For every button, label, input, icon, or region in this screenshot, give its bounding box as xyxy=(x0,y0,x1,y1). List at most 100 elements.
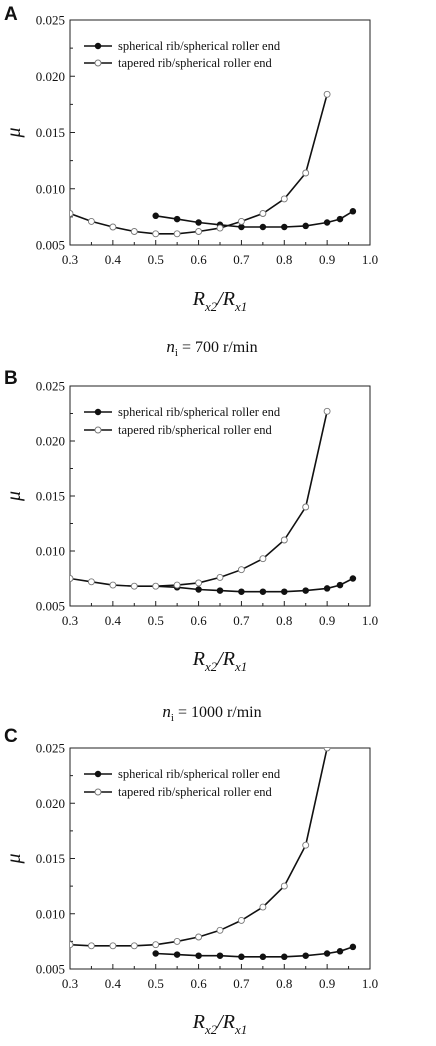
panel-c-tapered-rib-point xyxy=(70,941,74,949)
panel-b-x-tick-label: 0.7 xyxy=(233,613,250,628)
panel-c-x-axis-label-part-1: x2 xyxy=(204,1022,218,1037)
panel-c-y-axis-label: μ xyxy=(3,853,25,864)
panel-b-x-tick-label: 0.9 xyxy=(319,613,335,628)
panel-b-y-tick-label: 0.010 xyxy=(36,544,65,559)
panel-b-tapered-rib-point xyxy=(323,407,331,415)
panel-b-tapered-rib-point xyxy=(152,582,160,590)
panel-a-caption-sub: i xyxy=(175,347,178,359)
panel-a-spherical-rib-point xyxy=(259,223,267,231)
panel-c-tapered-rib-point xyxy=(216,926,224,934)
panel-b-x-axis-label-part-2: / xyxy=(216,648,225,670)
panel-a-spherical-rib-legend-marker xyxy=(94,42,102,50)
panel-c-tapered-rib-point xyxy=(302,841,310,849)
panel-a-tapered-rib-point xyxy=(152,230,160,238)
panel-c-tapered-rib-legend-marker xyxy=(94,788,102,796)
panel-b-tapered-rib-legend-marker xyxy=(94,426,102,434)
panel-c-x-tick-label: 0.9 xyxy=(319,976,335,991)
panel-a-tapered-rib-point xyxy=(259,210,267,217)
panel-c-axes-frame xyxy=(69,747,371,970)
panel-c-tapered-rib-point xyxy=(323,748,331,752)
panel-c-spherical-rib-point xyxy=(238,953,245,961)
panel-a-spherical-rib-point xyxy=(302,222,309,230)
panel-b-x-tick-label: 0.4 xyxy=(105,613,122,628)
panel-a-y-tick-label: 0.025 xyxy=(36,13,65,28)
panel-a-x-axis-label-part-2: / xyxy=(216,288,225,310)
panel-a-spherical-rib-point xyxy=(336,215,344,223)
panel-c-x-tick-label: 0.3 xyxy=(62,976,78,991)
panel-c-spherical-rib-point xyxy=(336,948,344,955)
panel-b-spherical-rib-point xyxy=(281,588,288,595)
panel-a-tapered-rib-point xyxy=(323,90,331,98)
panel-b-x-tick-label: 0.5 xyxy=(148,613,164,628)
panel-a-spherical-rib-point xyxy=(173,215,181,223)
panel-a-x-axis-label-part-3: R xyxy=(222,288,235,310)
panel-b-x-axis-label-part-4: x1 xyxy=(234,659,247,674)
panel-b-panel-letter: B xyxy=(4,368,18,389)
panel-a-x-axis-label: Rx2/Rx1 xyxy=(192,288,248,314)
panel-a-x-tick-label: 0.4 xyxy=(105,252,122,267)
panel-b-x-axis-label-part-3: R xyxy=(222,648,235,670)
panel-b-tapered-rib-point xyxy=(109,581,117,589)
panel-c-spherical-rib-point xyxy=(302,952,309,959)
panel-b-caption-sub: i xyxy=(171,712,174,724)
panel-a-spherical-rib-line xyxy=(155,210,354,228)
panel-a-spherical-rib-point xyxy=(152,212,159,220)
panel-b-y-tick-label: 0.020 xyxy=(36,434,65,449)
panel-b-tapered-rib-point xyxy=(216,573,224,581)
panel-c-y-tick-label: 0.015 xyxy=(36,851,65,866)
panel-a-y-axis-label: μ xyxy=(3,127,25,138)
panel-b-tapered-rib-point xyxy=(302,503,310,511)
panel-b-spherical-rib-point xyxy=(323,585,331,592)
panel-a-x-axis-label-part-0: R xyxy=(192,288,205,310)
panel-b-spherical-rib-line xyxy=(155,577,354,593)
panel-a-chart: A 0.3 0.4 0.5 0.6 0.7 0.8 0.9 1.0 0.005 0.010 0.015… xyxy=(3,4,378,359)
panel-b-spherical-rib-point xyxy=(259,588,267,595)
panel-c-tapered-rib-point xyxy=(280,882,288,890)
panel-a-tapered-rib-point xyxy=(70,210,74,217)
panel-a-caption-text: = 700 r/min xyxy=(178,339,258,356)
panel-a-caption-symbol: n xyxy=(166,337,175,356)
panel-b-x-axis-label: Rx2/Rx1 xyxy=(192,648,248,674)
panel-a-spherical-rib-point xyxy=(349,208,357,215)
panel-b-y-tick-label: 0.025 xyxy=(36,379,65,394)
panel-b-spherical-rib-point xyxy=(216,587,224,594)
panel-a-x-tick-label: 0.7 xyxy=(233,252,250,267)
panel-a-tapered-rib-point xyxy=(87,217,95,225)
panel-a-x-tick-label: 0.5 xyxy=(148,252,164,267)
panel-b-tapered-rib-point xyxy=(237,566,245,574)
panel-a-x-axis-label-part-1: x2 xyxy=(204,299,218,314)
panel-a-tapered-rib-point xyxy=(109,223,117,231)
panel-c-x-tick-label: 0.5 xyxy=(148,976,164,991)
panel-b-caption-text: = 1000 r/min xyxy=(174,704,262,721)
panel-a-x-tick-label: 0.9 xyxy=(319,252,335,267)
panel-b-chart: B 0.3 0.4 0.5 0.6 0.7 0.8 0.9 1.0 0.005 0.010 0.015… xyxy=(3,368,378,724)
panel-b-x-tick-label: 0.3 xyxy=(62,613,78,628)
panel-b-x-tick-label: 0.8 xyxy=(276,613,292,628)
panel-c-spherical-rib-legend-label: spherical rib/spherical roller end xyxy=(118,767,281,781)
panel-c-spherical-rib-point xyxy=(281,953,288,961)
panel-b-spherical-rib-legend-marker xyxy=(94,408,102,416)
panel-a-x-axis-label-part-4: x1 xyxy=(234,299,247,314)
panel-a-tapered-rib-line xyxy=(70,94,328,235)
panel-c-panel-letter: C xyxy=(4,726,18,747)
panel-c-tapered-rib-point xyxy=(130,942,138,950)
panel-c-spherical-rib-line xyxy=(155,946,354,958)
panel-c-x-tick-label: 1.0 xyxy=(362,976,378,991)
panel-a-spherical-rib-point xyxy=(195,219,202,226)
panel-c-x-tick-label: 0.6 xyxy=(190,976,207,991)
panel-c-spherical-rib-point xyxy=(195,952,202,959)
panel-c-tapered-rib-point xyxy=(195,933,203,941)
panel-a-x-tick-label: 0.8 xyxy=(276,252,292,267)
panel-b-tapered-rib-point xyxy=(195,579,203,587)
panel-c-y-tick-label: 0.025 xyxy=(36,741,65,756)
panel-c-tapered-rib-legend-label: tapered rib/spherical roller end xyxy=(118,785,272,799)
panel-c-spherical-rib-point xyxy=(323,950,331,957)
panel-a-tapered-rib-point xyxy=(195,228,203,235)
panel-b-plot-area xyxy=(70,407,357,595)
panel-b-tapered-rib-point xyxy=(259,555,267,563)
panel-a-tapered-rib-point xyxy=(173,230,181,238)
panel-b-tapered-rib-point xyxy=(173,581,181,589)
panel-c-tapered-rib-point xyxy=(259,903,267,911)
panel-b-spherical-rib-point xyxy=(349,575,357,582)
